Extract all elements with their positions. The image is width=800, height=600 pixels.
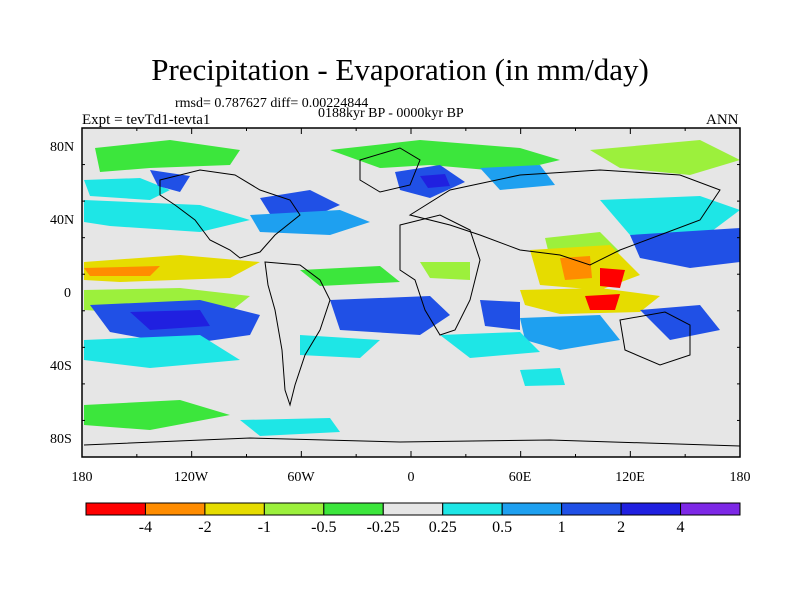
field-blob <box>84 400 230 430</box>
colorbar <box>85 502 741 516</box>
colorbar-label: 4 <box>676 519 685 536</box>
field-blob <box>600 268 625 288</box>
colorbar-swatch <box>561 502 622 516</box>
coast-africa <box>399 214 481 336</box>
experiment-label: Expt = tevTd1-tevta1 <box>82 112 211 128</box>
field-blob <box>84 266 160 276</box>
coast-australia <box>619 311 691 366</box>
field-blob <box>300 266 400 286</box>
lon-label-60w: 60W <box>287 470 315 485</box>
colorbar-swatch <box>144 502 206 516</box>
colorbar-label: -2 <box>198 519 212 536</box>
colorbar-swatch <box>501 502 563 516</box>
coast-eurasia <box>408 169 721 266</box>
colorbar-swatch <box>620 502 682 516</box>
lon-label-120w: 120W <box>173 470 209 485</box>
chart-title: Precipitation - Evaporation (in mm/day) <box>151 52 649 87</box>
colorbar-label: 0.25 <box>428 519 457 536</box>
period-label: 0188kyr BP - 0000kyr BP <box>318 106 464 121</box>
colorbar-swatch <box>204 502 265 516</box>
lon-label-0: 0 <box>407 470 415 485</box>
lat-label-0: 0 <box>64 286 71 301</box>
lon-label-180e: 180 <box>729 470 751 485</box>
colorbar-label: -1 <box>257 519 272 536</box>
colorbar-label: 1 <box>557 519 566 536</box>
colorbar-swatch <box>442 502 503 516</box>
lon-label-180w: 180 <box>71 470 93 485</box>
field-blob <box>440 332 540 358</box>
colorbar-label: 0.5 <box>492 519 513 536</box>
field-blob <box>95 140 240 172</box>
field-blob <box>420 174 450 188</box>
colorbar-label: -4 <box>138 519 153 536</box>
field-layer <box>84 140 740 436</box>
lat-label-80s: 80S <box>50 432 72 447</box>
field-blob <box>640 305 720 340</box>
field-blob <box>590 140 740 175</box>
field-blob <box>480 165 555 190</box>
colorbar-label: 2 <box>617 519 626 536</box>
field-blob <box>300 335 380 358</box>
field-blob <box>420 262 470 280</box>
coast-north-america <box>159 169 301 259</box>
colorbar-swatch <box>263 502 325 516</box>
coast-antarctica <box>83 437 740 447</box>
field-blob <box>250 210 370 235</box>
field-blob <box>84 178 170 200</box>
coastlines <box>83 147 740 447</box>
lat-label-40s: 40S <box>50 359 72 374</box>
field-blob <box>560 256 592 280</box>
coast-greenland <box>359 147 421 193</box>
lon-label-60e: 60E <box>508 470 532 485</box>
field-blob <box>630 228 740 268</box>
axis-ticks <box>81 127 741 458</box>
field-blob <box>520 368 565 386</box>
stats-line: rmsd= 0.787627 diff= 0.00224844 <box>175 96 369 111</box>
colorbar-swatch <box>382 502 444 516</box>
field-blob <box>84 335 240 368</box>
lat-label-80n: 80N <box>50 140 75 155</box>
field-blob <box>520 315 620 350</box>
lon-label-120e: 120E <box>615 470 645 485</box>
colorbar-swatch <box>323 502 384 516</box>
field-blob <box>84 200 250 232</box>
colorbar-swatch <box>85 502 146 516</box>
colorbar-label: -0.5 <box>311 519 337 536</box>
colorbar-swatch <box>680 502 741 516</box>
field-blob <box>330 140 560 172</box>
field-blob <box>130 310 210 330</box>
field-blob <box>480 300 520 330</box>
colorbar-label: -0.25 <box>366 519 400 536</box>
coast-south-america <box>264 261 331 407</box>
lat-label-40n: 40N <box>50 213 75 228</box>
field-blob <box>585 294 620 310</box>
season-label: ANN <box>706 112 739 128</box>
field-blob <box>600 196 740 240</box>
field-blob <box>330 296 450 335</box>
field-blob <box>240 418 340 436</box>
